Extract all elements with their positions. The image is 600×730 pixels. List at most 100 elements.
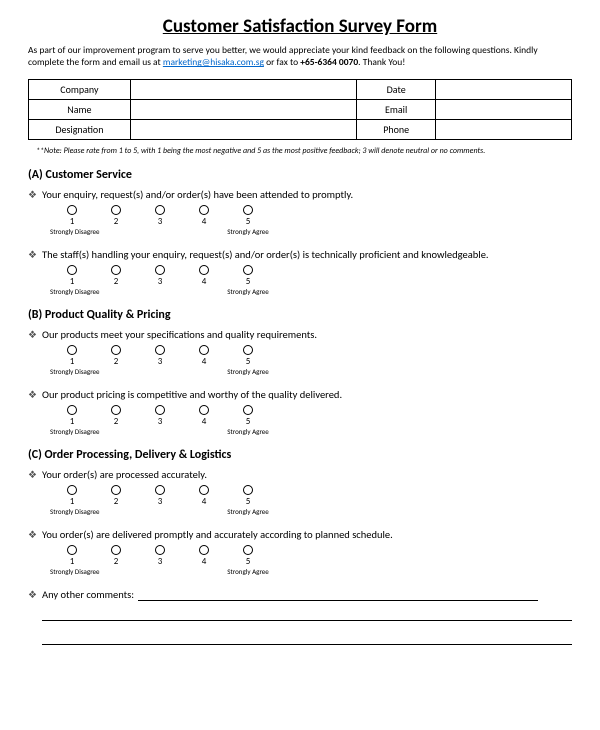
question-text: Your order(s) are processed accurately.: [42, 468, 572, 481]
radio-3[interactable]: [155, 205, 165, 215]
radio-1[interactable]: [67, 545, 77, 555]
radio-3[interactable]: [155, 265, 165, 275]
question-text: Our products meet your specifications an…: [42, 328, 572, 341]
label-company: Company: [29, 79, 131, 99]
radio-5[interactable]: [243, 205, 253, 215]
label-name: Name: [29, 99, 131, 119]
rating-number: 5: [226, 416, 270, 427]
rating-item-1: 1Strongly Disagree: [50, 345, 94, 376]
radio-5[interactable]: [243, 545, 253, 555]
radio-2[interactable]: [111, 545, 121, 555]
radio-3[interactable]: [155, 405, 165, 415]
rating-anchor-label: [94, 507, 138, 516]
radio-4[interactable]: [199, 205, 209, 215]
diamond-icon: ❖: [28, 588, 42, 601]
radio-1[interactable]: [67, 405, 77, 415]
table-row: Company Date: [29, 79, 572, 99]
question-text: Your enquiry, request(s) and/or order(s)…: [42, 188, 572, 201]
rating-anchor-label: [94, 287, 138, 296]
radio-2[interactable]: [111, 405, 121, 415]
rating-anchor-label: Strongly Disagree: [50, 367, 94, 376]
rating-number: 3: [138, 496, 182, 507]
rating-scale: 1Strongly Disagree2 3 4 5Strongly Agree: [50, 405, 572, 436]
comment-line[interactable]: [42, 631, 572, 645]
input-email[interactable]: [436, 99, 572, 119]
rating-anchor-label: Strongly Agree: [226, 427, 270, 436]
rating-number: 4: [182, 556, 226, 567]
radio-5[interactable]: [243, 485, 253, 495]
radio-4[interactable]: [199, 485, 209, 495]
info-table: Company Date Name Email Designation Phon…: [28, 79, 572, 140]
input-name[interactable]: [130, 99, 356, 119]
comment-line[interactable]: [138, 600, 538, 601]
radio-1[interactable]: [67, 345, 77, 355]
rating-item-2: 2: [94, 345, 138, 376]
rating-anchor-label: [138, 567, 182, 576]
rating-item-1: 1Strongly Disagree: [50, 485, 94, 516]
rating-item-3: 3: [138, 265, 182, 296]
rating-scale: 1Strongly Disagree2 3 4 5Strongly Agree: [50, 205, 572, 236]
question-text: Our product pricing is competitive and w…: [42, 388, 572, 401]
radio-4[interactable]: [199, 345, 209, 355]
question-row: ❖Your order(s) are processed accurately.: [28, 468, 572, 481]
rating-anchor-label: Strongly Agree: [226, 287, 270, 296]
input-designation[interactable]: [130, 119, 356, 139]
rating-item-4: 4: [182, 545, 226, 576]
radio-4[interactable]: [199, 405, 209, 415]
rating-anchor-label: Strongly Disagree: [50, 507, 94, 516]
rating-note: **Note: Please rate from 1 to 5, with 1 …: [36, 146, 572, 156]
radio-3[interactable]: [155, 545, 165, 555]
intro-part2: or fax to: [264, 56, 300, 68]
rating-item-3: 3: [138, 205, 182, 236]
rating-anchor-label: [94, 367, 138, 376]
rating-number: 3: [138, 356, 182, 367]
rating-anchor-label: [94, 227, 138, 236]
rating-anchor-label: [138, 507, 182, 516]
form-title: Customer Satisfaction Survey Form: [28, 15, 572, 38]
input-company[interactable]: [130, 79, 356, 99]
radio-5[interactable]: [243, 265, 253, 275]
radio-2[interactable]: [111, 485, 121, 495]
rating-anchor-label: [182, 427, 226, 436]
question-row: ❖Our product pricing is competitive and …: [28, 388, 572, 401]
radio-1[interactable]: [67, 205, 77, 215]
rating-number: 4: [182, 496, 226, 507]
rating-anchor-label: Strongly Agree: [226, 367, 270, 376]
radio-5[interactable]: [243, 345, 253, 355]
diamond-icon: ❖: [28, 248, 42, 261]
rating-item-5: 5Strongly Agree: [226, 545, 270, 576]
rating-number: 5: [226, 556, 270, 567]
radio-5[interactable]: [243, 405, 253, 415]
rating-anchor-label: Strongly Disagree: [50, 227, 94, 236]
rating-scale: 1Strongly Disagree2 3 4 5Strongly Agree: [50, 485, 572, 516]
radio-1[interactable]: [67, 485, 77, 495]
rating-item-1: 1Strongly Disagree: [50, 545, 94, 576]
rating-number: 2: [94, 356, 138, 367]
rating-number: 1: [50, 356, 94, 367]
rating-number: 5: [226, 496, 270, 507]
rating-number: 4: [182, 216, 226, 227]
comment-line[interactable]: [42, 607, 572, 621]
rating-number: 1: [50, 496, 94, 507]
radio-2[interactable]: [111, 345, 121, 355]
radio-2[interactable]: [111, 265, 121, 275]
radio-2[interactable]: [111, 205, 121, 215]
rating-item-5: 5Strongly Agree: [226, 405, 270, 436]
rating-item-2: 2: [94, 485, 138, 516]
label-date: Date: [357, 79, 436, 99]
section-heading: (B) Product Quality & Pricing: [28, 308, 572, 322]
radio-1[interactable]: [67, 265, 77, 275]
input-phone[interactable]: [436, 119, 572, 139]
intro-text: As part of our improvement program to se…: [28, 44, 572, 69]
radio-3[interactable]: [155, 485, 165, 495]
radio-3[interactable]: [155, 345, 165, 355]
rating-item-5: 5Strongly Agree: [226, 205, 270, 236]
rating-item-3: 3: [138, 405, 182, 436]
diamond-icon: ❖: [28, 528, 42, 541]
radio-4[interactable]: [199, 265, 209, 275]
question-row: ❖Our products meet your specifications a…: [28, 328, 572, 341]
radio-4[interactable]: [199, 545, 209, 555]
email-link[interactable]: marketing@hisaka.com.sg: [163, 56, 264, 68]
input-date[interactable]: [436, 79, 572, 99]
rating-number: 4: [182, 416, 226, 427]
